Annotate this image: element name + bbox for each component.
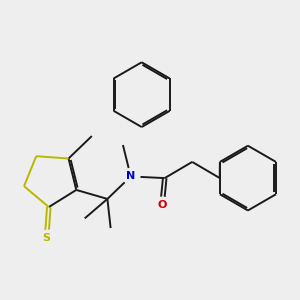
Text: N: N [126,172,135,182]
Text: O: O [158,200,167,210]
Text: S: S [43,233,51,243]
